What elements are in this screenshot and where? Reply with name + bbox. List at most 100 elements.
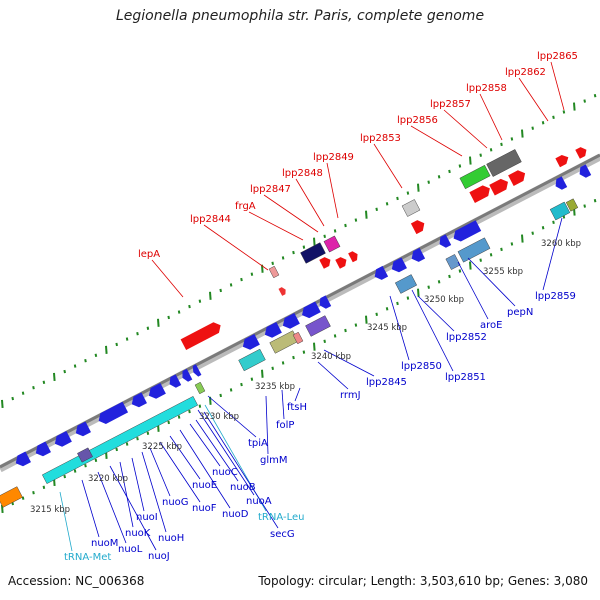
tick-mark xyxy=(32,491,35,495)
gene-block xyxy=(300,242,326,264)
leader-line xyxy=(141,451,167,533)
kbp-label: 3245 kbp xyxy=(367,323,407,333)
tick-mark xyxy=(448,169,451,174)
tick-mark xyxy=(344,328,347,333)
tick-mark xyxy=(21,496,25,500)
plus-gene-label: lpp2853 xyxy=(360,133,401,144)
leader-line xyxy=(203,411,279,529)
kbp-label: 3230 kbp xyxy=(199,412,239,422)
gene-block xyxy=(453,220,482,242)
minus-gene-label: nuoK xyxy=(125,528,151,539)
gene-block xyxy=(319,257,331,269)
tick-mark xyxy=(281,256,285,260)
minus-gene-label: nuoA xyxy=(246,496,272,507)
leader-line xyxy=(326,162,339,219)
gene-block xyxy=(319,295,332,309)
tick-mark xyxy=(552,220,555,225)
minus-gene-label: nuoF xyxy=(192,503,217,514)
leader-line xyxy=(151,259,184,298)
tick-mark xyxy=(500,247,503,252)
gene-block xyxy=(75,421,91,437)
kbp-label: 3240 kbp xyxy=(311,352,351,362)
tick-mark xyxy=(229,388,233,392)
gene-block xyxy=(182,368,193,382)
gene-block xyxy=(489,178,508,196)
tick-mark xyxy=(177,415,181,419)
tick-mark xyxy=(541,226,545,230)
gene-block xyxy=(77,447,93,463)
minus-gene-label: nuoB xyxy=(230,482,256,493)
gene-block xyxy=(549,201,571,221)
label-leaders xyxy=(59,61,565,552)
tick-mark xyxy=(42,380,46,385)
leader-line xyxy=(203,224,269,271)
leader-line xyxy=(159,441,201,503)
minus-gene-label: nuoI xyxy=(136,512,158,523)
tick-mark xyxy=(250,272,254,276)
tick-mark xyxy=(271,366,274,371)
kbp-label: 3215 kbp xyxy=(30,505,70,515)
tick-mark xyxy=(292,250,295,255)
minus-gene-label: rrmJ xyxy=(340,390,361,401)
leader-line xyxy=(179,429,231,509)
gene-block xyxy=(575,147,587,159)
plus-gene-label: lepA xyxy=(138,249,160,260)
plus-gene-label: lpp2858 xyxy=(466,83,507,94)
topology-text: Topology: circular; Length: 3,503,610 bp… xyxy=(258,574,588,588)
tick-mark xyxy=(489,148,493,152)
tick-mark xyxy=(375,207,378,211)
accession-text: Accession: NC_006368 xyxy=(8,574,145,588)
tick-mark xyxy=(229,283,233,287)
tick-mark xyxy=(573,102,576,111)
tick-mark xyxy=(365,315,368,324)
tick-mark xyxy=(333,334,337,338)
minus-gene-label: tRNA-Leu xyxy=(258,512,304,523)
gene-block xyxy=(457,237,491,263)
leader-line xyxy=(59,491,73,552)
tick-mark xyxy=(562,110,566,114)
leader-line xyxy=(317,361,349,390)
plus-gene-label: lpp2865 xyxy=(537,51,578,62)
tick-mark xyxy=(313,237,316,246)
tick-mark xyxy=(583,204,586,208)
tick-mark xyxy=(146,326,150,330)
gene-block xyxy=(486,149,522,177)
tick-mark xyxy=(354,218,358,222)
minus-gene-label: aroE xyxy=(480,320,502,331)
gene-block xyxy=(131,392,147,408)
tick-mark xyxy=(541,121,545,125)
gene-block xyxy=(42,396,198,484)
leader-line xyxy=(457,261,489,320)
kbp-label: 3250 kbp xyxy=(424,295,464,305)
gene-block xyxy=(469,185,490,203)
minus-gene-label: lpp2852 xyxy=(446,332,487,343)
kbp-label: 3255 kbp xyxy=(483,267,523,277)
tick-mark xyxy=(219,393,222,398)
tick-mark xyxy=(84,358,87,363)
tick-mark xyxy=(157,318,160,327)
tick-mark xyxy=(479,258,482,262)
tick-mark xyxy=(11,396,14,401)
tick-mark xyxy=(583,99,586,103)
tick-mark xyxy=(469,156,472,165)
minus-gene-label: nuoJ xyxy=(148,551,170,562)
leader-line xyxy=(550,61,565,111)
tick-mark xyxy=(63,474,66,479)
leader-line xyxy=(281,389,285,420)
tick-mark xyxy=(552,115,555,120)
gene-block xyxy=(0,486,23,508)
tick-mark xyxy=(323,234,326,239)
leader-line xyxy=(518,77,549,122)
gene-block xyxy=(192,364,202,377)
minus-gene-label: pepN xyxy=(507,307,533,318)
leader-line xyxy=(417,295,455,332)
plus-strand-ticks xyxy=(1,94,597,409)
minus-gene-label: glmM xyxy=(260,455,288,466)
tick-mark xyxy=(1,399,4,409)
tick-mark xyxy=(188,304,191,309)
minus-gene-label: nuoG xyxy=(162,497,189,508)
tick-mark xyxy=(63,369,66,374)
tick-mark xyxy=(500,142,503,147)
tick-mark xyxy=(427,180,430,184)
gene-block xyxy=(391,257,407,273)
